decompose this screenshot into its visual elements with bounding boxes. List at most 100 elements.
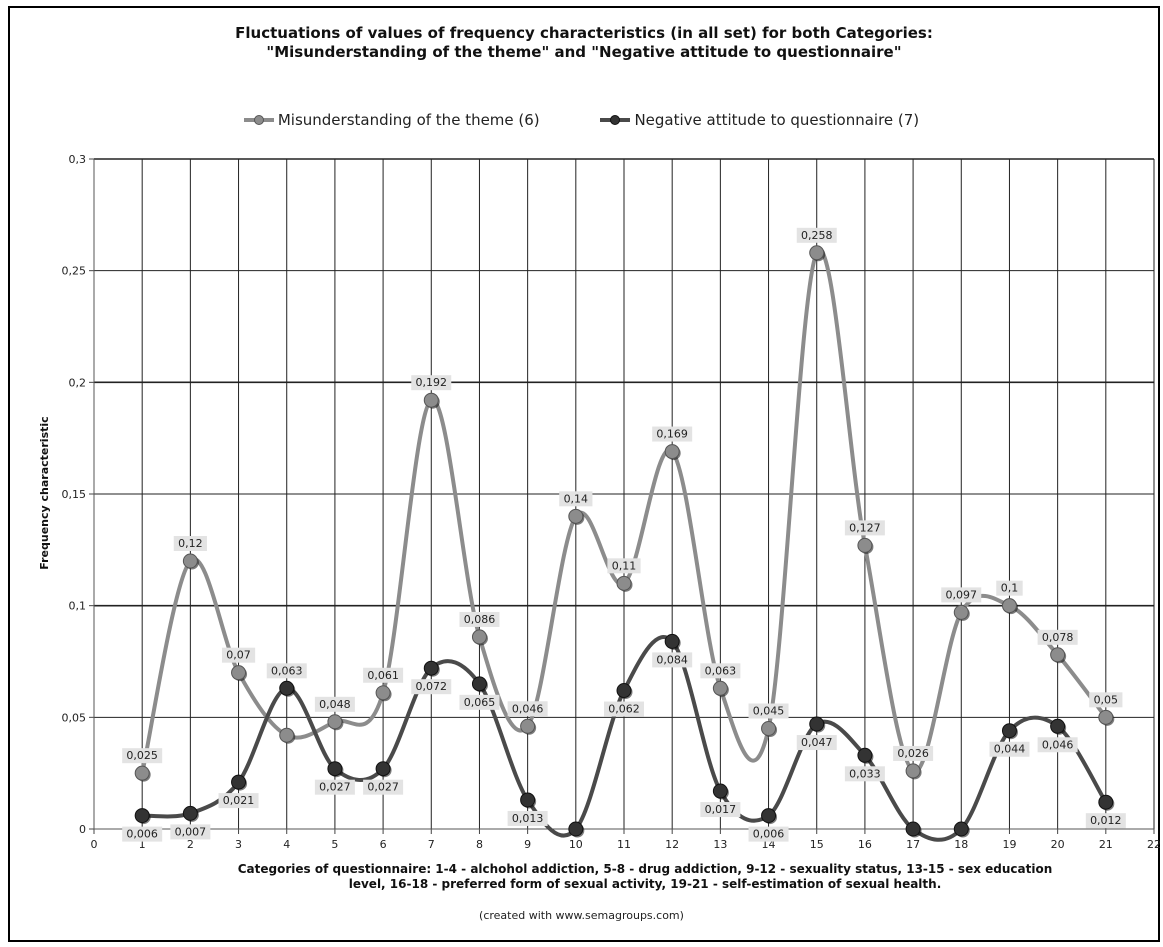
x-tick-label: 1 xyxy=(139,838,146,851)
data-point-s2-15 xyxy=(809,716,825,732)
data-label-s2-6: 0,027 xyxy=(367,781,399,794)
data-point-s1-20 xyxy=(1050,647,1066,663)
x-tick-label: 6 xyxy=(380,838,387,851)
data-point-s2-7 xyxy=(423,660,439,676)
data-label-bg xyxy=(844,766,885,782)
data-point-s1-10 xyxy=(568,508,584,524)
y-tick-label: 0,3 xyxy=(69,153,87,166)
data-label-s1-15: 0,258 xyxy=(801,229,833,242)
x-tick-label: 13 xyxy=(713,838,727,851)
data-label-s2-20: 0,046 xyxy=(1042,738,1074,751)
data-point-s2-12 xyxy=(664,633,680,649)
x-tick-label: 22 xyxy=(1147,838,1161,851)
data-label-s2-3: 0,021 xyxy=(223,794,255,807)
data-point-s1-3 xyxy=(231,665,247,681)
data-label-bg xyxy=(796,735,837,751)
data-point-s1-11 xyxy=(616,575,632,591)
data-point-s2-8 xyxy=(471,676,487,692)
x-tick-label: 21 xyxy=(1099,838,1113,851)
data-label-bg xyxy=(266,663,307,679)
data-point-s1-12 xyxy=(664,444,680,460)
chart-title-line-2: "Misunderstanding of the theme" and "Neg… xyxy=(266,43,902,61)
data-label-bg xyxy=(996,580,1023,596)
data-label-bg xyxy=(989,741,1030,757)
data-label-s1-5: 0,048 xyxy=(319,698,351,711)
data-point-s1-1 xyxy=(134,765,150,781)
data-label-bg xyxy=(893,745,934,761)
data-point-s2-3 xyxy=(231,774,247,790)
data-label-s1-21: 0,05 xyxy=(1094,693,1119,706)
y-tick-label: 0 xyxy=(79,823,86,836)
data-label-s1-17: 0,026 xyxy=(897,747,929,760)
data-point-s2-16 xyxy=(857,747,873,763)
data-point-s2-19 xyxy=(1001,723,1017,739)
data-label-bg xyxy=(218,793,259,809)
x-tick-label: 7 xyxy=(428,838,435,851)
data-label-bg xyxy=(122,826,163,842)
chart-title: Fluctuations of values of frequency char… xyxy=(8,24,1160,62)
data-label-bg xyxy=(748,703,789,719)
data-point-s1-4 xyxy=(279,727,295,743)
data-label-s1-12: 0,169 xyxy=(656,428,688,441)
data-label-bg xyxy=(607,558,641,574)
data-label-s2-13: 0,017 xyxy=(705,803,737,816)
y-tick-label: 0,15 xyxy=(62,488,87,501)
legend-label-misunderstanding: Misunderstanding of the theme (6) xyxy=(277,111,540,129)
data-label-bg xyxy=(1089,692,1123,708)
data-label-s1-18: 0,097 xyxy=(946,588,978,601)
data-label-s1-6: 0,061 xyxy=(367,669,399,682)
data-label-s2-2: 0,007 xyxy=(175,825,207,838)
data-label-bg xyxy=(796,227,837,243)
chart-data-labels: 0,025 0,12 0,07 0,048 0,061 0,192 0,086 0,046 0,… xyxy=(122,227,1126,842)
data-label-s2-8: 0,065 xyxy=(464,696,496,709)
data-label-s2-5: 0,027 xyxy=(319,781,351,794)
data-label-bg xyxy=(652,426,693,442)
data-point-s2-1 xyxy=(134,808,150,824)
data-point-s2-9 xyxy=(520,792,536,808)
data-label-s1-20: 0,078 xyxy=(1042,631,1074,644)
x-tick-label: 4 xyxy=(283,838,290,851)
x-tick-label: 5 xyxy=(331,838,338,851)
chart-legend: Misunderstanding of the theme (6) Negati… xyxy=(0,111,1163,130)
data-label-bg xyxy=(170,824,211,840)
data-label-s2-7: 0,072 xyxy=(416,680,448,693)
y-tick-label: 0,25 xyxy=(62,265,87,278)
data-label-bg xyxy=(411,375,452,391)
data-label-bg xyxy=(1085,813,1126,829)
chart-grid xyxy=(94,158,1155,829)
data-point-s2-4 xyxy=(279,680,295,696)
data-point-s2-14 xyxy=(761,808,777,824)
data-point-s2-13 xyxy=(712,783,728,799)
data-point-s2-5 xyxy=(327,761,343,777)
data-point-s2-20 xyxy=(1050,718,1066,734)
data-label-bg xyxy=(604,701,644,717)
data-label-s1-11: 0,11 xyxy=(612,559,637,572)
data-label-s2-15: 0,047 xyxy=(801,736,833,749)
data-label-s1-13: 0,063 xyxy=(705,664,737,677)
data-point-s1-21 xyxy=(1098,709,1114,725)
chart-axes: 0 1 2 3 4 5 6 7 8 9 10 11 12 13 14 15 16 17 18 19 20 21 2200,0… xyxy=(62,153,1162,851)
x-tick-label: 2 xyxy=(187,838,194,851)
data-label-s2-21: 0,012 xyxy=(1090,814,1122,827)
data-label-bg xyxy=(1037,737,1078,753)
legend-swatch-negative-attitude xyxy=(600,115,631,125)
data-label-bg xyxy=(844,520,885,536)
data-label-bg xyxy=(221,647,256,663)
data-point-s1-16 xyxy=(857,537,873,553)
data-label-s1-1: 0,025 xyxy=(126,749,158,762)
data-label-bg xyxy=(700,802,741,818)
x-tick-label: 0 xyxy=(91,838,98,851)
x-tick-label: 10 xyxy=(569,838,583,851)
x-tick-label: 11 xyxy=(617,838,631,851)
data-point-s2-2 xyxy=(182,805,198,821)
x-tick-label: 15 xyxy=(810,838,824,851)
data-label-bg xyxy=(1037,629,1078,645)
legend-swatch-misunderstanding xyxy=(243,115,274,125)
data-point-s2-18 xyxy=(953,821,969,837)
chart-data-points xyxy=(134,245,1115,838)
data-label-bg xyxy=(748,826,789,842)
y-tick-label: 0,1 xyxy=(69,600,87,613)
data-label-bg xyxy=(122,748,163,764)
x-tick-label: 9 xyxy=(524,838,531,851)
